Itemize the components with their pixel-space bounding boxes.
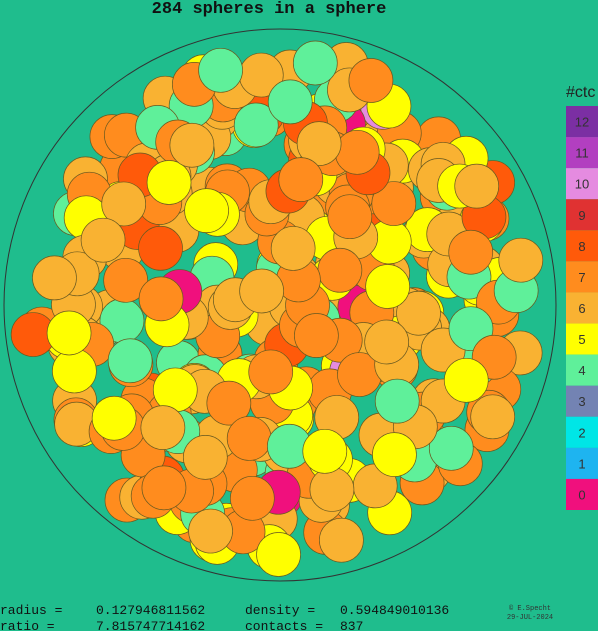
legend-label: 12 [575,115,589,130]
sphere [372,432,417,477]
spheres [10,40,544,577]
sphere [80,217,126,263]
sphere [152,367,198,413]
sphere [169,122,215,168]
sphere [91,395,137,441]
legend-swatch [566,106,598,138]
legend-swatch [566,292,598,324]
sphere [278,157,324,202]
legend-swatch [566,385,598,417]
sphere [294,313,339,358]
sphere [107,338,153,384]
sphere [233,102,279,148]
contacts-label: contacts = [245,619,323,631]
legend-label: 1 [578,456,585,471]
sphere [226,416,272,461]
legend-swatch [566,230,598,262]
legend-swatch [566,354,598,386]
sphere [138,276,184,322]
legend-title: #ctc [566,84,595,101]
sphere [302,428,348,474]
sphere [319,517,364,563]
sphere [248,349,294,395]
sphere [140,405,186,450]
container-sphere [3,28,557,582]
sphere [52,348,97,394]
legend-label: 9 [578,208,585,223]
sphere [270,226,316,271]
sphere [184,188,229,233]
sphere [32,255,77,301]
density-value: 0.594849010136 [340,603,449,618]
legend-swatch [566,199,598,231]
legend-swatch [566,323,598,355]
legend-label: 11 [575,146,589,161]
sphere [309,467,355,512]
sphere [364,319,410,365]
sphere [267,79,313,125]
sphere [188,508,233,554]
legend-label: 3 [578,394,585,409]
radius-value: 0.127946811562 [96,603,205,618]
legend-swatch [566,447,598,479]
legend-label: 7 [578,270,585,285]
sphere [198,47,243,93]
legend-label: 4 [578,363,585,378]
sphere [239,268,284,314]
legend-swatch [566,261,598,293]
radius-label: radius = [0,603,63,618]
sphere [396,290,441,336]
sphere [448,229,494,275]
sphere [374,378,420,424]
sphere [498,237,544,283]
legend-swatch [566,478,598,510]
legend-label: 2 [578,425,585,440]
sphere [296,121,342,166]
legend-label: 10 [575,177,589,192]
sphere [146,160,192,205]
legend-label: 6 [578,301,585,316]
ratio-value: 7.815747714162 [96,619,205,631]
sphere [229,475,275,521]
credit-date: 29-JUL-2024 [507,614,553,622]
legend-label: 8 [578,239,585,254]
sphere [256,532,301,577]
sphere [470,394,516,440]
sphere [103,257,149,303]
legend-label: 5 [578,332,585,347]
sphere [206,380,252,426]
sphere [317,247,363,293]
ratio-label: ratio = [0,619,55,631]
sphere [292,40,338,86]
sphere [454,163,500,209]
sphere [327,194,373,240]
sphere [348,58,394,103]
sphere [443,357,489,403]
legend-swatch [566,137,598,169]
sphere [365,264,410,309]
sphere [334,129,380,175]
sphere [428,425,474,471]
legend-swatch [566,168,598,200]
sphere [141,465,187,511]
credit-author: © E.Specht [509,604,551,613]
sphere [182,435,228,480]
density-label: density = [245,603,315,618]
contacts-value: 837 [340,619,363,631]
legend-label: 0 [578,487,585,502]
sphere [101,181,147,227]
legend-swatch [566,416,598,448]
sphere [371,181,417,226]
sphere [46,310,92,356]
sphere [138,225,183,271]
title: 284 spheres in a sphere [152,0,387,19]
